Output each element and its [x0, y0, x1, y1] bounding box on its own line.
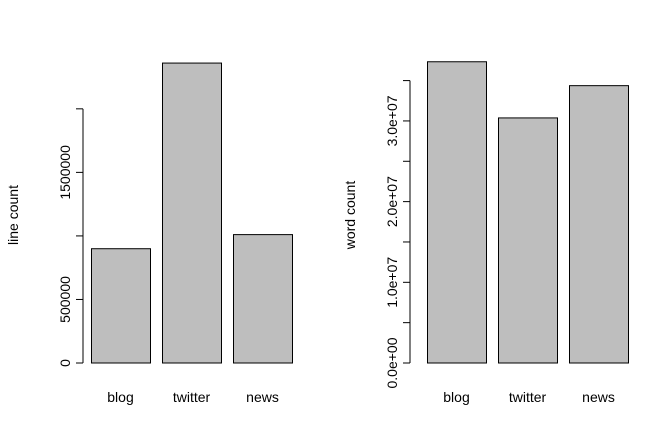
x-tick-label: blog: [443, 389, 469, 405]
y-tick-label: 0: [57, 359, 73, 367]
bar: [569, 85, 629, 364]
x-tick-label: blog: [107, 389, 133, 405]
y-axis-label: line count: [5, 185, 21, 245]
bar: [427, 61, 487, 364]
y-tick-label: 2.0e+07: [384, 176, 400, 227]
x-tick-label: news: [246, 389, 279, 405]
y-tick-label: 1.0e+07: [384, 257, 400, 308]
y-axis-label: word count: [342, 181, 358, 251]
y-tick-label: 500000: [57, 276, 73, 323]
y-tick-label: 1500000: [57, 145, 73, 200]
x-tick-label: twitter: [509, 389, 547, 405]
x-tick-label: news: [582, 389, 615, 405]
bar: [498, 117, 558, 364]
y-tick-label: 0.0e+00: [384, 337, 400, 388]
x-tick-label: twitter: [173, 389, 211, 405]
y-tick-label: 3.0e+07: [384, 95, 400, 146]
bar: [233, 234, 293, 364]
bar: [162, 62, 222, 364]
bar: [91, 248, 151, 364]
